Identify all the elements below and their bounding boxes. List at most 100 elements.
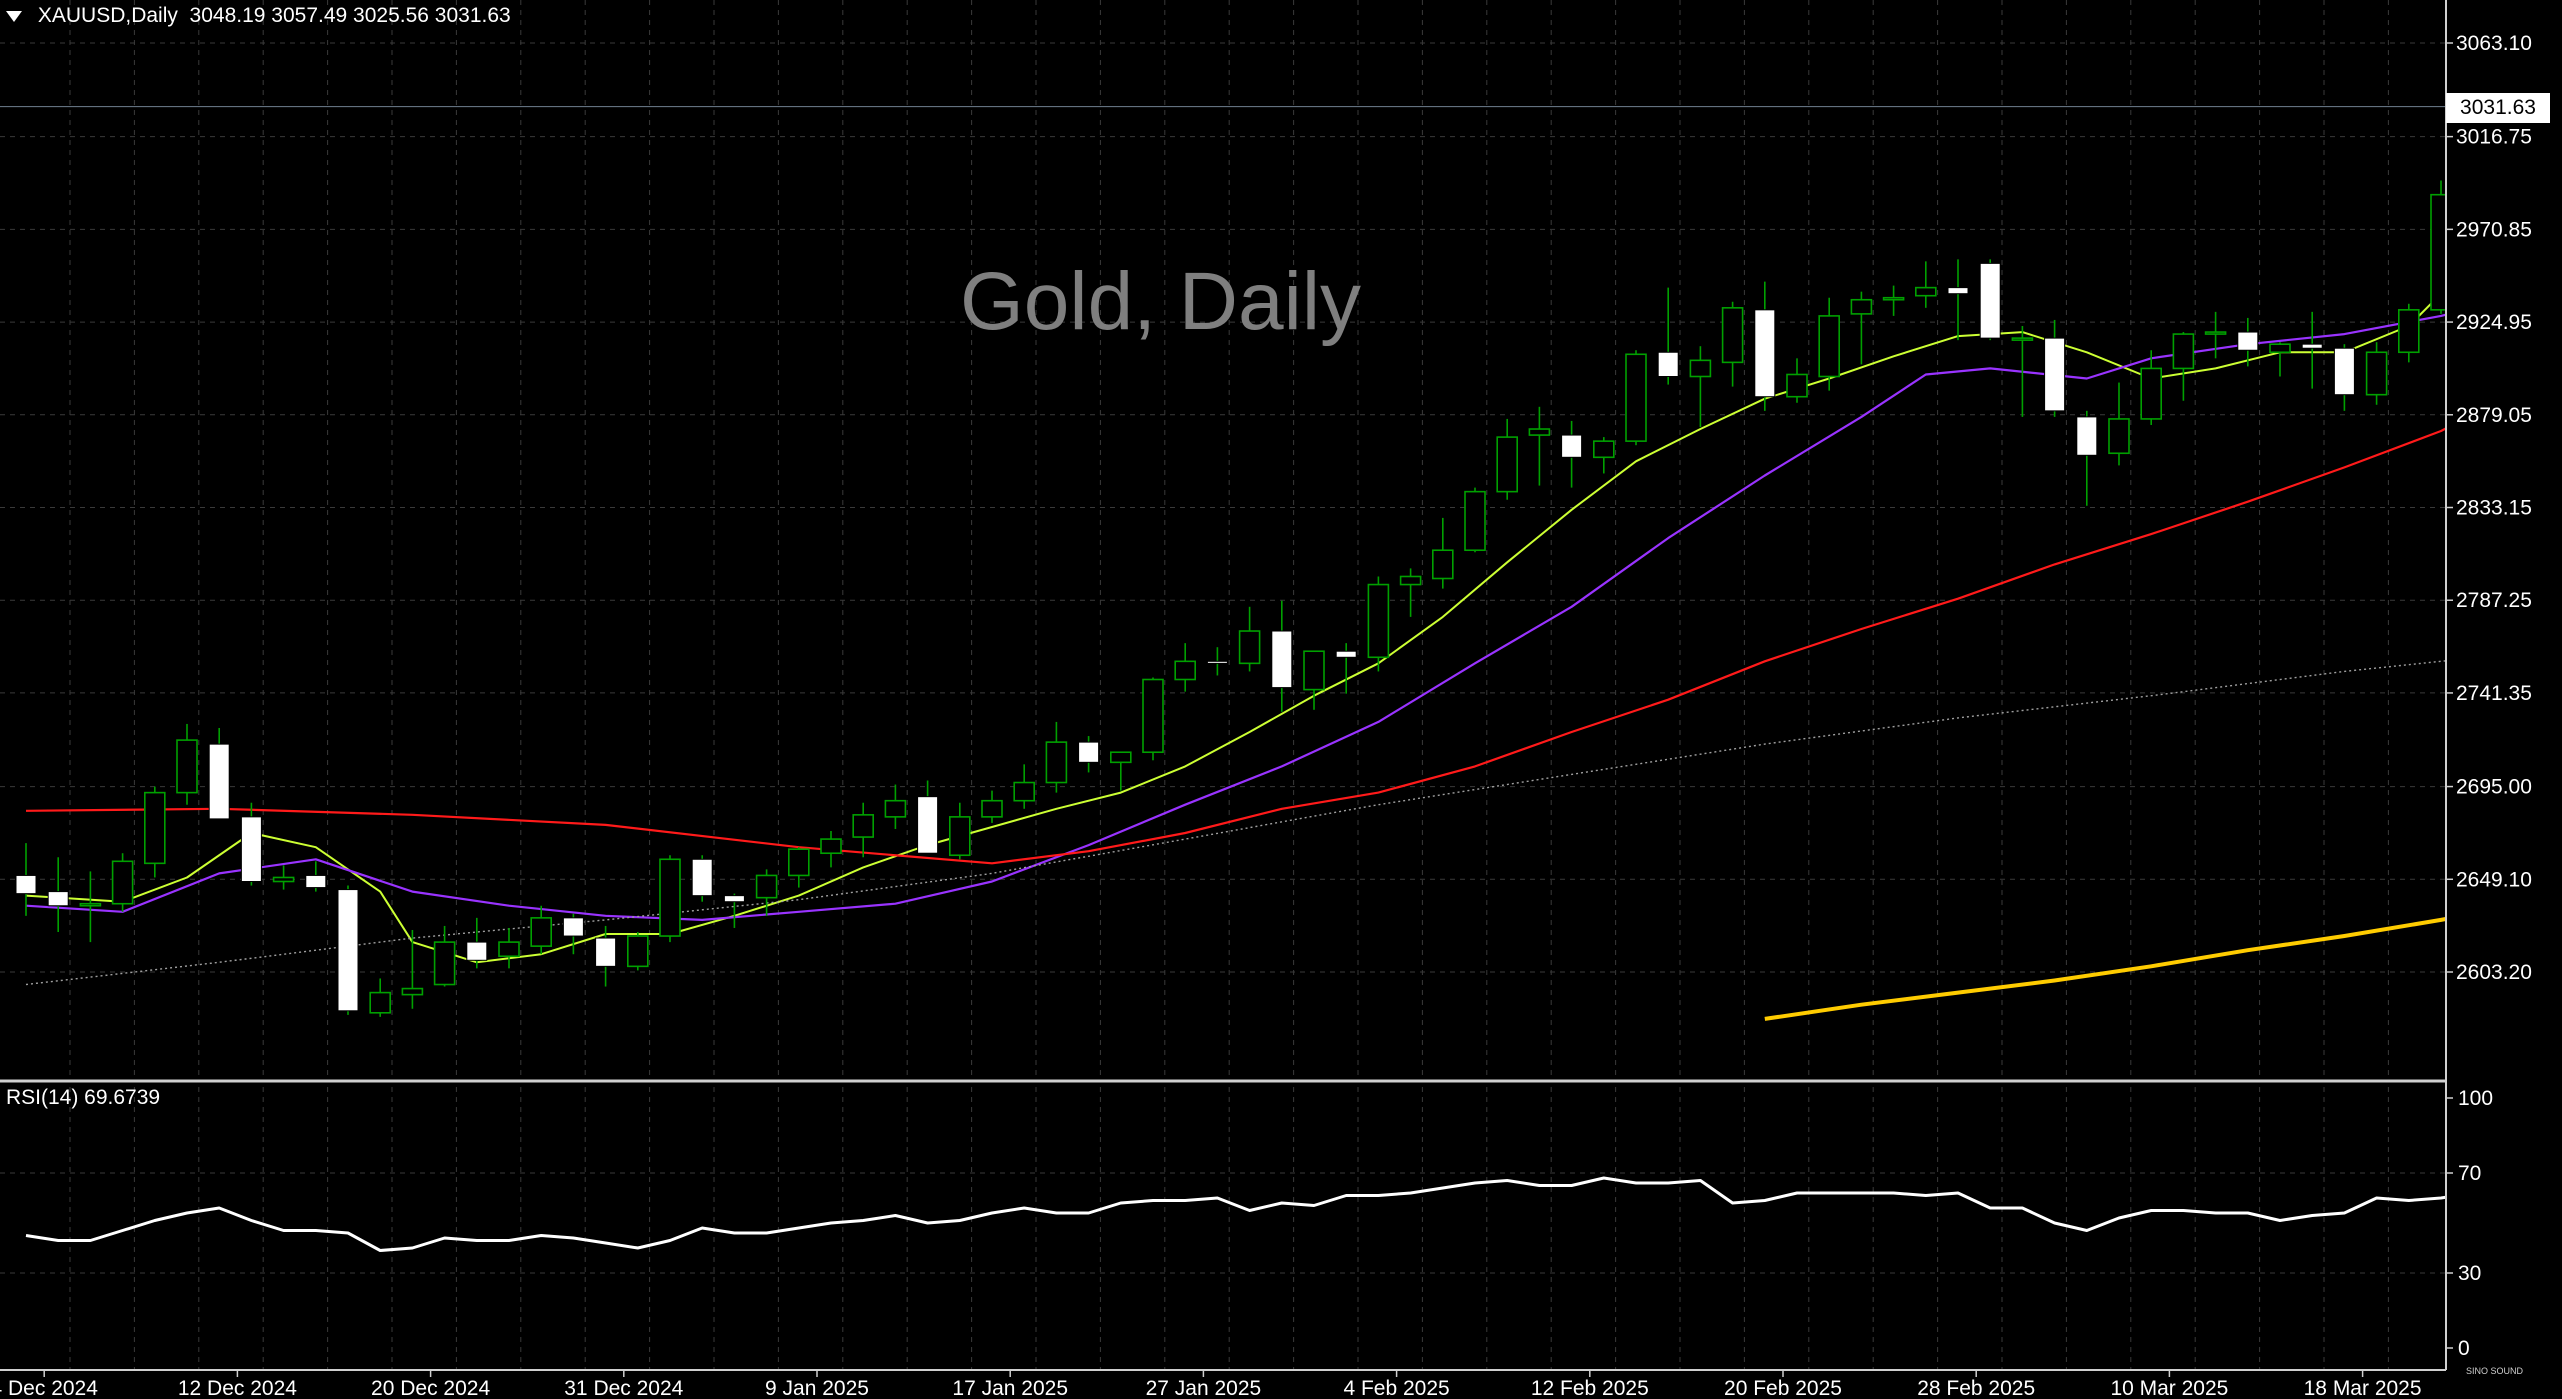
candle-body-bull — [1496, 436, 1518, 493]
candle-body-bear — [1206, 660, 1228, 664]
candle — [2237, 317, 2259, 367]
candle — [1882, 285, 1905, 316]
candle-body-bull — [369, 991, 392, 1014]
time-tick-label: 31 Dec 2024 — [564, 1377, 683, 1399]
candle-body-bear — [2333, 347, 2355, 396]
candle-body-bull — [1850, 298, 1873, 315]
candle-body-bull — [1915, 286, 1937, 297]
candle — [884, 784, 907, 829]
rsi-tick-label: 70 — [2458, 1162, 2481, 1185]
candle — [1335, 643, 1357, 694]
candle-body-bull — [176, 739, 198, 794]
candle-body-bear — [305, 874, 327, 889]
time-tick-label: 28 Feb 2025 — [1917, 1377, 2035, 1399]
candle — [1238, 606, 1261, 672]
candle — [1625, 350, 1647, 446]
candle-body-bull — [1593, 440, 1615, 459]
current-price-tag: 3031.63 — [2446, 93, 2550, 123]
candle — [852, 802, 875, 858]
candle-body-bull — [1238, 630, 1261, 665]
candle-body-bull — [1689, 359, 1712, 378]
candlesticks — [15, 64, 2562, 1017]
candle — [2365, 342, 2388, 405]
candle — [1432, 517, 1454, 589]
time-tick-label: 17 Jan 2025 — [952, 1377, 1068, 1399]
candle-body-bear — [917, 796, 939, 854]
candle-body-bear — [1271, 630, 1293, 689]
rsi-tick-label: 0 — [2458, 1337, 2470, 1360]
candle-body-bear — [2044, 337, 2066, 412]
candle-body-bear — [1947, 287, 1969, 295]
candle — [1496, 418, 1518, 500]
candle-body-bull — [1303, 650, 1325, 691]
candle-body-bull — [1818, 315, 1840, 378]
symbol-label: XAUUSD,Daily — [37, 4, 178, 27]
price-tick-label: 3016.75 — [2456, 126, 2532, 149]
candle-body-bull — [626, 935, 649, 968]
candle — [2108, 382, 2130, 466]
candle — [1561, 420, 1583, 488]
candle-body-bull — [1464, 490, 1486, 552]
candle — [595, 925, 617, 987]
candle — [1271, 600, 1293, 712]
candle-body-bull — [1625, 353, 1647, 442]
candle — [659, 855, 681, 943]
candle — [401, 929, 424, 1009]
candle-body-bear — [466, 941, 488, 961]
brand-logo: SINO SOUND — [2466, 1366, 2524, 1376]
rsi-tick-label: 30 — [2458, 1262, 2481, 1285]
candle — [1721, 301, 1744, 387]
candle-body-bear — [562, 917, 584, 937]
candle-body-bear — [337, 889, 359, 1012]
candle-body-bull — [1882, 296, 1905, 301]
time-tick-label: 10 Mar 2025 — [2110, 1377, 2228, 1399]
candle — [917, 780, 939, 854]
price-tick-label: 2787.25 — [2456, 589, 2532, 612]
candle — [2140, 350, 2162, 425]
time-tick-label: 27 Jan 2025 — [1146, 1377, 1262, 1399]
candle — [1367, 576, 1390, 672]
rsi-grid — [0, 1087, 2446, 1370]
candle — [2398, 303, 2420, 363]
candle-body-bull — [1786, 373, 1808, 398]
candle-body-bear — [691, 858, 713, 897]
candle — [1174, 643, 1196, 692]
candle-body-bear — [595, 937, 617, 967]
candle-body-bull — [1110, 751, 1132, 764]
candle-body-bull — [2172, 333, 2195, 370]
candle-body-bear — [1078, 741, 1100, 763]
candle — [1013, 764, 1036, 809]
candle — [2301, 311, 2323, 389]
candle — [1078, 736, 1100, 773]
time-tick-label: 12 Dec 2024 — [178, 1377, 297, 1399]
candle-body-bull — [433, 941, 456, 986]
candle — [1657, 287, 1679, 385]
candle — [1915, 261, 1937, 308]
candle-body-bull — [1174, 660, 1196, 681]
candle-body-bear — [2076, 416, 2098, 456]
candle-body-bull — [401, 987, 424, 996]
price-tick-label: 2741.35 — [2456, 682, 2532, 705]
candle — [1786, 358, 1808, 403]
candle-body-bear — [1561, 434, 1583, 458]
collapse-triangle-icon[interactable] — [6, 10, 22, 22]
candle — [2044, 319, 2066, 417]
candle — [1979, 259, 2001, 341]
price-tick-label: 3063.10 — [2456, 32, 2532, 55]
candle — [626, 932, 649, 971]
rsi-indicator-label: RSI(14) 69.6739 — [6, 1086, 161, 1109]
candle — [2172, 332, 2195, 401]
rsi-line — [25, 1176, 2562, 1252]
candle — [1045, 721, 1068, 793]
candle-body-bull — [1399, 575, 1422, 586]
chart-header: XAUUSD,Daily 3048.19 3057.49 3025.56 303… — [6, 4, 511, 28]
candle-body-bear — [1335, 650, 1357, 658]
candle — [240, 802, 262, 886]
candle — [562, 913, 584, 955]
candle-body-bull — [79, 902, 102, 907]
candle-body-bear — [1979, 262, 2001, 339]
candle — [691, 855, 713, 902]
candle-body-bull — [948, 816, 971, 857]
price-tick-label: 2603.20 — [2456, 961, 2532, 984]
candle-body-bull — [755, 874, 778, 899]
